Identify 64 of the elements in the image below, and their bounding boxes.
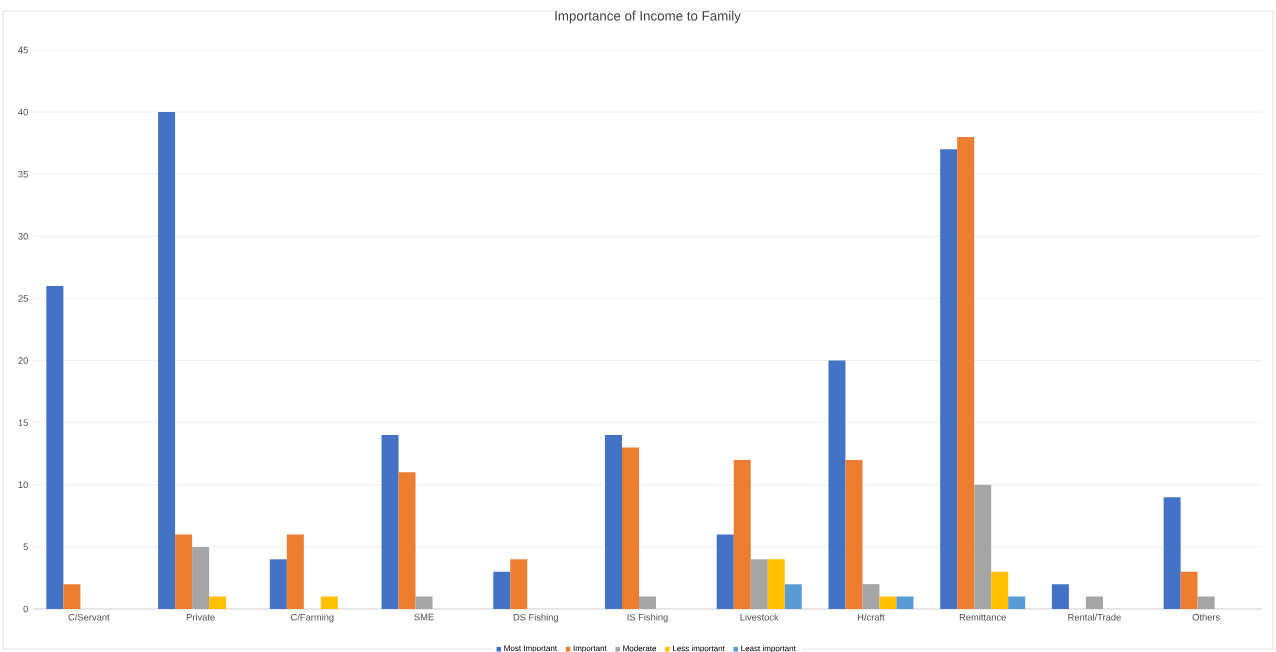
y-tick-label: 10 [18, 481, 28, 489]
bar [1085, 596, 1103, 609]
bar [974, 484, 992, 609]
bar [63, 584, 81, 609]
bar [733, 459, 751, 609]
x-tick-label: Others [1192, 613, 1220, 621]
bar [1197, 596, 1215, 609]
bar [784, 584, 802, 609]
bar [158, 112, 176, 609]
x-tick-label: C/Farming [291, 613, 334, 623]
y-tick-label: 5 [23, 543, 28, 551]
bar [862, 584, 880, 609]
y-tick-label: 35 [18, 170, 28, 178]
y-tick-label: 0 [23, 605, 28, 613]
bar [1008, 596, 1026, 609]
bar [940, 149, 958, 609]
y-tick-label: 15 [18, 419, 28, 426]
y-tick-label: 25 [18, 295, 28, 302]
bar [175, 534, 193, 609]
x-tick-label: SME [414, 613, 434, 621]
y-tick-label: 45 [18, 46, 28, 54]
bar [286, 534, 304, 609]
bar [381, 435, 399, 609]
bar [510, 559, 528, 609]
x-tick-label: Rental/Trade [1068, 613, 1121, 621]
y-tick-label: 20 [18, 357, 28, 364]
bar [828, 360, 846, 609]
x-tick-label: Livestock [740, 613, 779, 621]
legend-label: Less important [672, 645, 725, 652]
bar [269, 559, 287, 609]
y-tick-label: 40 [18, 108, 28, 116]
legend-label: Moderate [623, 645, 657, 652]
bar [398, 472, 416, 609]
x-tick-label: IS Fishing [627, 613, 668, 623]
chart-title: Importance of Income to Family [555, 10, 741, 24]
y-tick-label: 30 [18, 233, 28, 240]
bar [46, 286, 64, 609]
bar [716, 534, 734, 609]
bar [879, 596, 897, 609]
x-tick-label: Remittance [959, 613, 1006, 621]
bar [605, 435, 623, 609]
bar [192, 546, 210, 609]
bar [957, 136, 975, 609]
bar [845, 459, 863, 609]
bar [991, 571, 1009, 609]
bar [767, 559, 785, 609]
x-tick-label: DS Fishing [513, 613, 558, 623]
bar [1180, 571, 1198, 609]
bar [639, 596, 657, 609]
bar [896, 596, 914, 609]
bar [1163, 497, 1181, 609]
bar [415, 596, 433, 609]
bar [622, 447, 640, 609]
bar [1051, 584, 1069, 609]
bar [209, 596, 227, 609]
x-tick-label: C/Servant [68, 613, 110, 621]
bar [320, 596, 338, 609]
legend-label: Most Important [504, 645, 558, 652]
bar [493, 571, 511, 609]
legend-label: Important [573, 645, 607, 652]
x-tick-label: H/craft [857, 613, 885, 621]
x-tick-label: Private [186, 613, 215, 621]
bar [750, 559, 768, 609]
legend-label: Least important [741, 645, 796, 652]
